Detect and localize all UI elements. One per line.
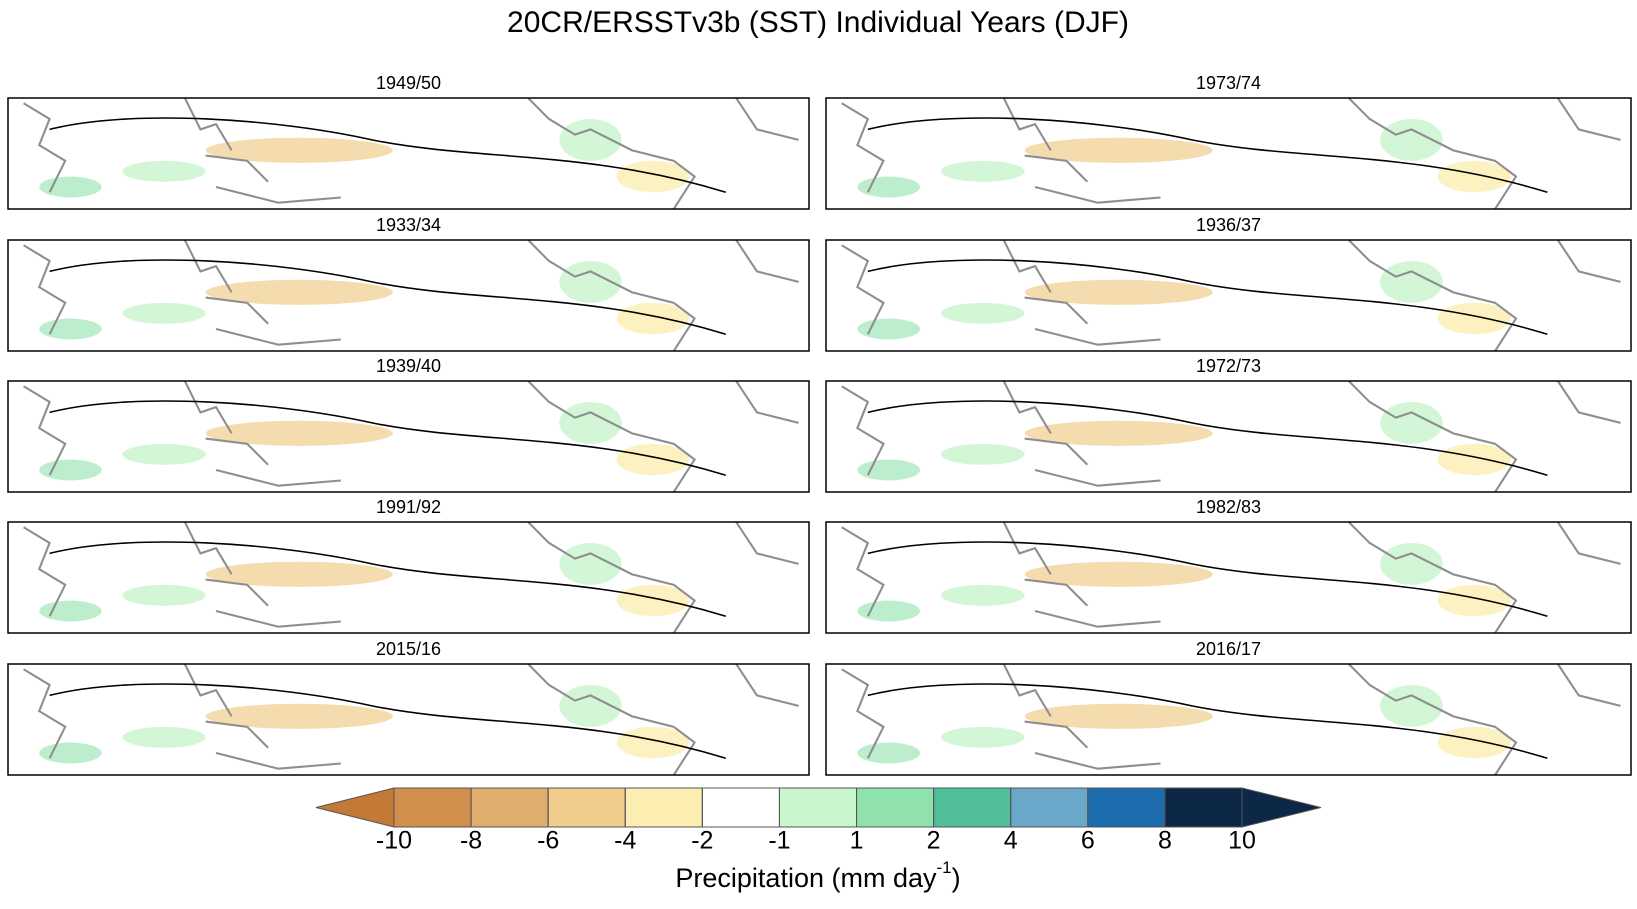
panel-frame: [7, 380, 810, 493]
colorbar-tick-label: -6: [537, 827, 559, 855]
map-content: [840, 664, 1622, 775]
colorbar-tick-label: -2: [691, 827, 713, 855]
colorbar-box: [393, 787, 472, 828]
panel-title: 1973/74: [1196, 73, 1261, 93]
map-content: [22, 522, 800, 633]
colorbar-box: [1087, 787, 1166, 828]
colorbar-extension: [1241, 787, 1322, 828]
colorbar-label: Precipitation (mm day-1): [675, 858, 960, 893]
panel-title: 1991/92: [376, 497, 441, 517]
panel-frame: [825, 380, 1632, 493]
panel-title: 1972/73: [1196, 356, 1261, 376]
panel-frame: [7, 97, 810, 210]
map-content: [840, 381, 1622, 492]
colorbar-box: [1164, 787, 1243, 828]
colorbar-tick-label: 10: [1228, 827, 1256, 855]
panel-title: 2016/17: [1196, 639, 1261, 659]
colorbar-label-text: Precipitation (mm day: [675, 863, 937, 893]
map-content: [840, 240, 1622, 351]
colorbar-tick-label: -8: [460, 827, 482, 855]
colorbar-tick-label: 2: [927, 827, 941, 855]
colorbar-extension: [315, 787, 395, 828]
colorbar-box: [856, 787, 935, 828]
map-content: [22, 664, 800, 775]
colorbar-tick-label: 1: [850, 827, 864, 855]
colorbar-tick-label: -1: [768, 827, 790, 855]
panel-title: 1982/83: [1196, 497, 1261, 517]
panel-title: 2015/16: [376, 639, 441, 659]
panel-title: 1939/40: [376, 356, 441, 376]
colorbar-box: [933, 787, 1012, 828]
panel-frame: [7, 239, 810, 352]
panel-frame: [825, 97, 1632, 210]
colorbar-box: [701, 787, 780, 828]
colorbar-box: [624, 787, 703, 828]
panel-frame: [825, 663, 1632, 776]
panel-frame: [825, 239, 1632, 352]
colorbar-box: [1010, 787, 1089, 828]
panel-title: 1936/37: [1196, 215, 1261, 235]
colorbar-box: [547, 787, 626, 828]
panel-title: 1949/50: [376, 73, 441, 93]
panel-frame: [825, 521, 1632, 634]
colorbar-tick-label: 6: [1081, 827, 1095, 855]
map-content: [22, 240, 800, 351]
map-content: [22, 381, 800, 492]
map-content: [840, 98, 1622, 209]
colorbar-label-end: ): [952, 863, 961, 893]
colorbar-tick-label: 8: [1158, 827, 1172, 855]
colorbar-label-superscript: -1: [936, 858, 951, 877]
colorbar-tick-label: -4: [614, 827, 636, 855]
panel-frame: [7, 521, 810, 634]
colorbar-box: [470, 787, 549, 828]
panel-frame: [7, 663, 810, 776]
map-content: [22, 98, 800, 209]
map-content: [840, 522, 1622, 633]
panel-title: 1933/34: [376, 215, 441, 235]
colorbar-tick-label: -10: [376, 827, 412, 855]
colorbar-tick-label: 4: [1004, 827, 1018, 855]
figure-title: 20CR/ERSSTv3b (SST) Individual Years (DJ…: [507, 6, 1129, 39]
colorbar-box: [778, 787, 858, 828]
